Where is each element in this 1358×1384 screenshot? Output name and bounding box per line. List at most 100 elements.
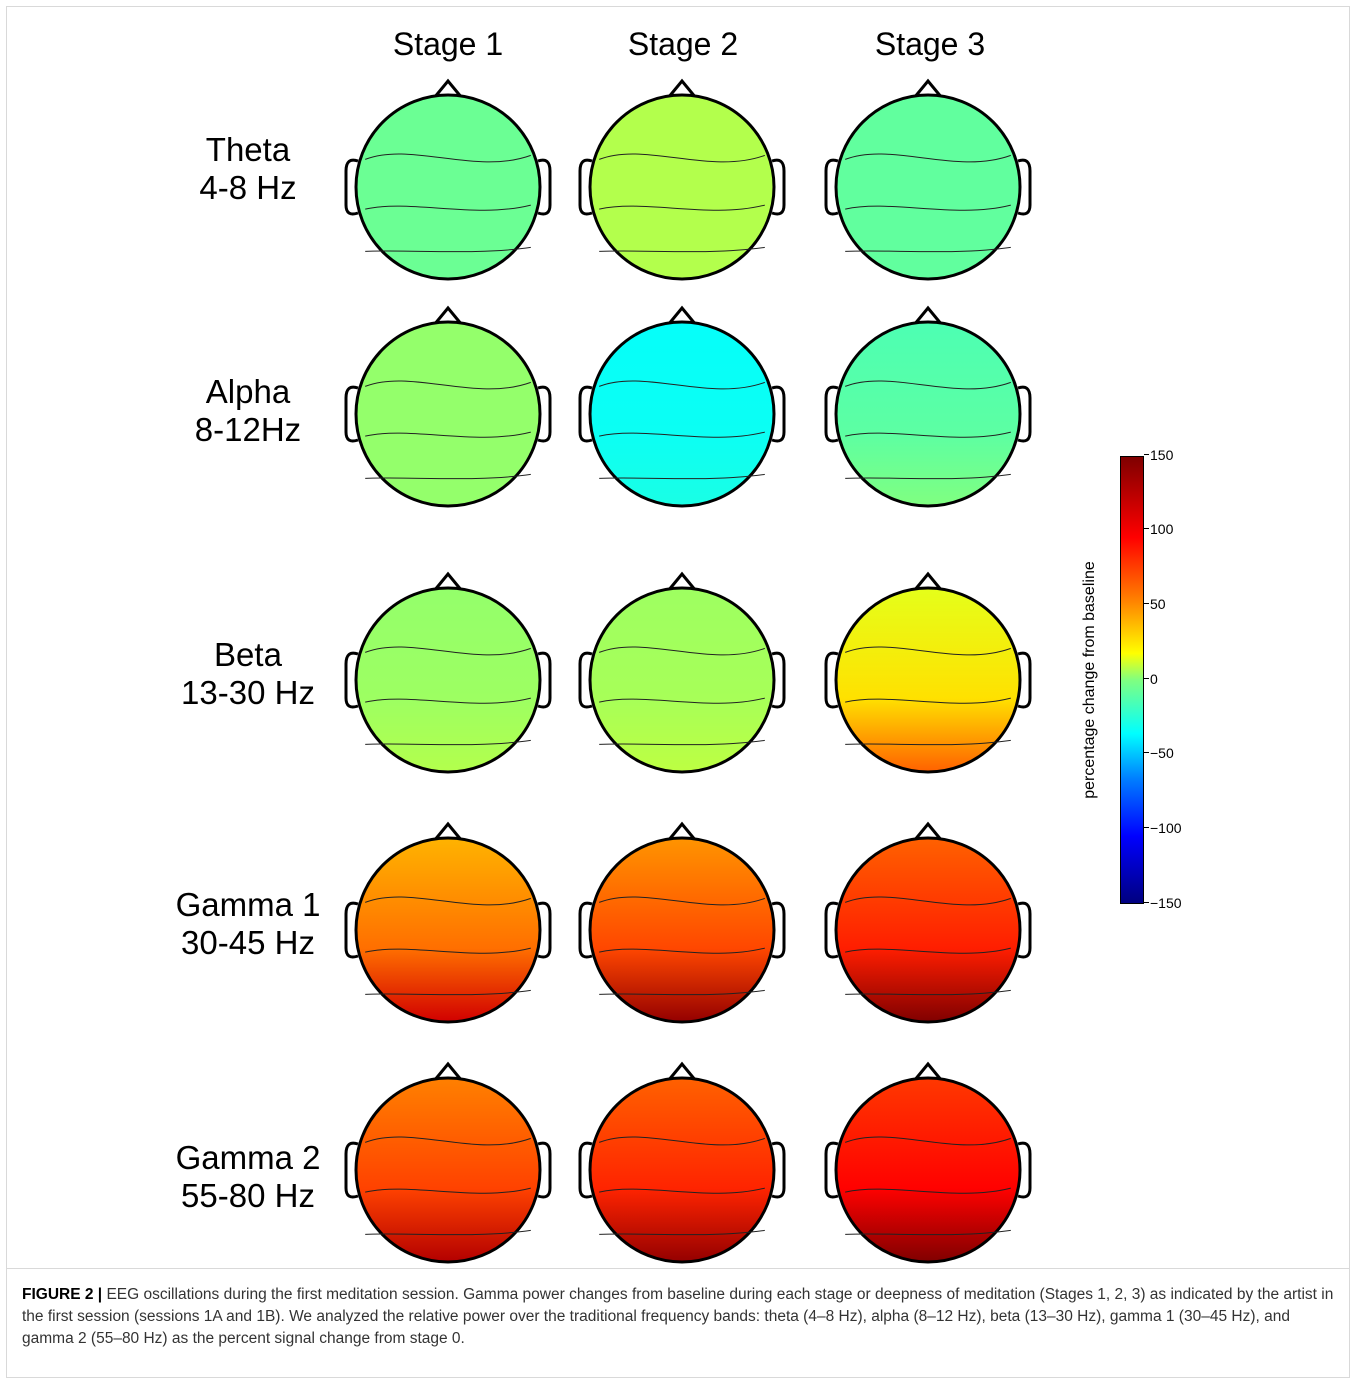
- head-outline: [354, 1076, 542, 1264]
- contour-line: [599, 697, 765, 704]
- contour-line: [845, 153, 1011, 163]
- ear-shape: [771, 901, 786, 959]
- ear-shape: [824, 158, 839, 216]
- nose-shape: [912, 78, 944, 99]
- caption-divider: [6, 1268, 1350, 1269]
- ear-shape: [824, 901, 839, 959]
- colorbar-tick: 150: [1144, 447, 1173, 463]
- contour-line: [845, 646, 1011, 656]
- nose-shape: [432, 1061, 464, 1082]
- contour-line: [599, 431, 765, 438]
- ear-shape: [578, 1141, 593, 1199]
- contour-line: [845, 246, 1011, 253]
- nose-shape: [912, 305, 944, 326]
- nose-shape: [666, 821, 698, 842]
- band-range: 13-30 Hz: [181, 674, 315, 711]
- ear-shape: [578, 385, 593, 443]
- contour-line: [599, 646, 765, 656]
- ear-shape: [771, 158, 786, 216]
- contour-line: [845, 697, 1011, 704]
- ear-shape: [344, 651, 359, 709]
- contour-line: [365, 989, 531, 996]
- topomap: [824, 78, 1032, 287]
- ear-shape: [578, 901, 593, 959]
- contour-line: [365, 697, 531, 704]
- topomap: [578, 821, 786, 1030]
- contour-line: [845, 473, 1011, 480]
- stage-1-label: Stage 1: [392, 26, 504, 62]
- topomap: [344, 1061, 552, 1270]
- contour-line: [599, 473, 765, 480]
- contour-line: [365, 380, 531, 390]
- ear-shape: [1017, 651, 1032, 709]
- contour-line: [599, 1187, 765, 1194]
- topomap: [344, 821, 552, 1030]
- colorbar-tick: 50: [1144, 596, 1166, 612]
- nose-shape: [912, 571, 944, 592]
- nose-shape: [666, 571, 698, 592]
- topomap: [578, 305, 786, 514]
- contour-line: [845, 989, 1011, 996]
- band-name: Theta: [205, 131, 291, 168]
- contour-line: [365, 153, 531, 163]
- topomap: [824, 305, 1032, 514]
- topomap: [578, 1061, 786, 1270]
- topomap: [344, 78, 552, 287]
- ear-shape: [824, 385, 839, 443]
- contour-line: [599, 989, 765, 996]
- head-outline: [834, 586, 1022, 774]
- band-name: Gamma 1: [175, 886, 321, 923]
- head-outline: [588, 586, 776, 774]
- colorbar-tick: −100: [1144, 820, 1182, 836]
- contour-line: [599, 246, 765, 253]
- contour-line: [365, 1187, 531, 1194]
- head-outline: [834, 93, 1022, 281]
- contour-line: [365, 1229, 531, 1236]
- nose-shape: [432, 571, 464, 592]
- figure-caption: FIGURE 2 | EEG oscillations during the f…: [22, 1284, 1338, 1350]
- head-outline: [588, 1076, 776, 1264]
- ear-shape: [537, 158, 552, 216]
- contour-line: [599, 153, 765, 163]
- nose-shape: [666, 1061, 698, 1082]
- band-range: 30-45 Hz: [181, 924, 315, 961]
- head-outline: [588, 836, 776, 1024]
- head-outline: [834, 1076, 1022, 1264]
- band-name: Beta: [214, 636, 282, 673]
- ear-shape: [771, 1141, 786, 1199]
- contour-line: [365, 896, 531, 906]
- band-label-alpha: Alpha 8-12Hz: [138, 373, 358, 449]
- nose-shape: [912, 821, 944, 842]
- band-range: 4-8 Hz: [199, 169, 297, 206]
- head-outline: [354, 320, 542, 508]
- band-range: 8-12Hz: [194, 411, 302, 448]
- figure-frame: [6, 6, 1350, 1378]
- nose-shape: [432, 78, 464, 99]
- contour-line: [365, 739, 531, 746]
- head-outline: [834, 320, 1022, 508]
- contour-line: [599, 204, 765, 211]
- ear-shape: [1017, 1141, 1032, 1199]
- ear-shape: [824, 651, 839, 709]
- topomap: [824, 821, 1032, 1030]
- ear-shape: [578, 158, 593, 216]
- ear-shape: [537, 385, 552, 443]
- colorbar-tick: 0: [1144, 671, 1158, 687]
- contour-line: [599, 947, 765, 954]
- contour-line: [845, 739, 1011, 746]
- nose-shape: [432, 305, 464, 326]
- nose-shape: [666, 78, 698, 99]
- stage-2-label: Stage 2: [627, 26, 739, 62]
- ear-shape: [771, 651, 786, 709]
- colorbar-label: percentage change from baseline: [1081, 561, 1098, 799]
- contour-line: [365, 204, 531, 211]
- contour-line: [599, 896, 765, 906]
- contour-line: [599, 1136, 765, 1146]
- contour-line: [845, 1187, 1011, 1194]
- contour-line: [365, 646, 531, 656]
- ear-shape: [344, 1141, 359, 1199]
- contour-line: [365, 947, 531, 954]
- band-label-theta: Theta 4-8 Hz: [138, 131, 358, 207]
- topomap: [578, 571, 786, 780]
- ear-shape: [824, 1141, 839, 1199]
